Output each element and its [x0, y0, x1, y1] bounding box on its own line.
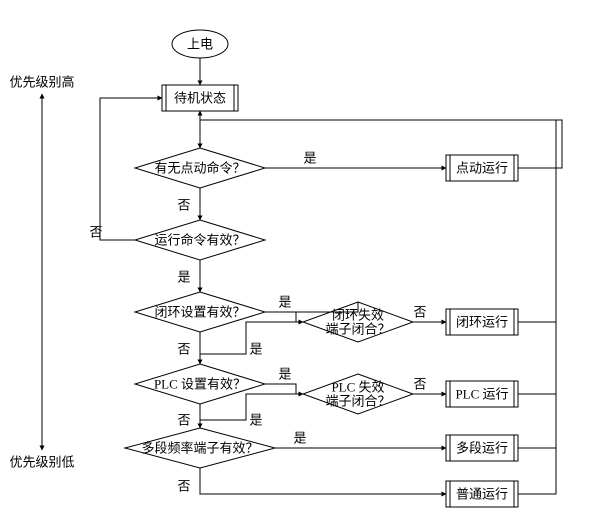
edge-22: [200, 111, 562, 120]
svg-text:端子闭合？: 端子闭合？: [325, 394, 390, 409]
svg-text:普通运行: 普通运行: [456, 487, 508, 502]
svg-text:多段运行: 多段运行: [456, 441, 508, 456]
svg-text:否: 否: [413, 305, 426, 320]
svg-text:是: 是: [177, 270, 190, 285]
svg-text:否: 否: [177, 479, 190, 494]
svg-text:是: 是: [278, 367, 291, 382]
svg-text:PLC 失效: PLC 失效: [331, 379, 384, 394]
svg-text:否: 否: [413, 377, 426, 392]
svg-text:有无点动命令？: 有无点动命令？: [154, 161, 245, 176]
svg-text:点动运行: 点动运行: [456, 161, 508, 176]
svg-text:端子闭合？: 端子闭合？: [325, 322, 390, 337]
svg-text:是: 是: [303, 151, 316, 166]
edge-20: [518, 120, 556, 448]
svg-text:优先级别低: 优先级别低: [9, 455, 74, 470]
svg-text:多段频率端子有效？: 多段频率端子有效？: [141, 441, 258, 456]
edge-16: [200, 468, 446, 494]
svg-text:待机状态: 待机状态: [174, 91, 226, 106]
edge-17: [518, 120, 562, 168]
svg-text:是: 是: [249, 413, 262, 428]
svg-text:PLC 运行: PLC 运行: [455, 387, 508, 402]
edge-18: [518, 120, 556, 322]
svg-text:否: 否: [89, 225, 102, 240]
svg-text:是: 是: [249, 342, 262, 357]
svg-text:PLC 设置有效？: PLC 设置有效？: [154, 377, 246, 392]
svg-text:优先级别高: 优先级别高: [9, 75, 74, 90]
svg-text:是: 是: [278, 295, 291, 310]
svg-text:否: 否: [177, 342, 190, 357]
svg-text:闭环设置有效？: 闭环设置有效？: [154, 305, 245, 320]
svg-text:否: 否: [177, 413, 190, 428]
flowchart-svg: 上电待机状态有无点动命令？点动运行运行命令有效？闭环设置有效？闭环失效端子闭合？…: [0, 0, 595, 523]
edge-7: [265, 312, 303, 322]
svg-text:否: 否: [177, 198, 190, 213]
svg-text:闭环运行: 闭环运行: [456, 315, 508, 330]
edge-19: [518, 120, 556, 394]
edge-11: [265, 384, 303, 394]
svg-text:上电: 上电: [187, 37, 213, 52]
edge-21: [518, 120, 556, 494]
svg-text:是: 是: [293, 431, 306, 446]
svg-text:运行命令有效？: 运行命令有效？: [154, 233, 245, 248]
